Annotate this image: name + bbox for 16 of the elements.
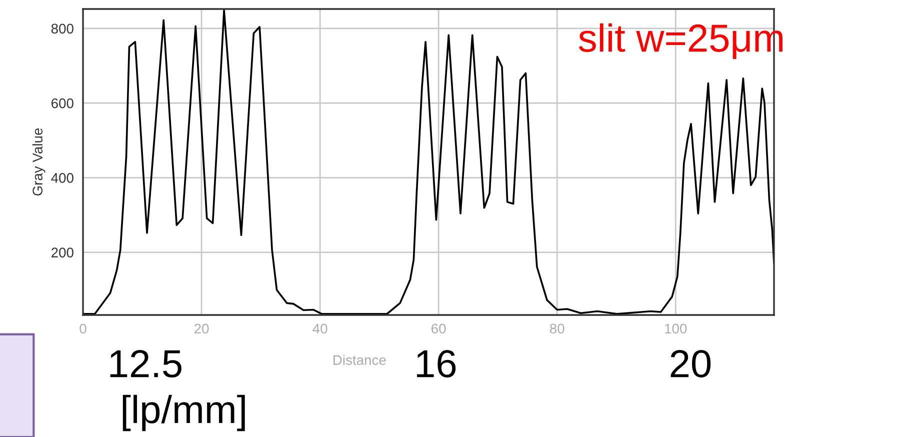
text: 20 [670,350,711,378]
y-tick-label: 800 [51,24,74,34]
x-axis-title: Distance [334,354,386,365]
y-tick-label: 600 [52,98,74,108]
x-tick-label: 60 [432,324,446,334]
x-tick-label: 80 [550,324,564,334]
text: 12.5 [110,350,182,378]
x-tick-label: 20 [194,324,209,334]
x-tick-label: 100 [665,324,687,334]
y-tick-label: 400 [51,173,74,183]
text: 16 [417,350,456,378]
y-axis-title: Gray Value [32,128,46,196]
x-tick-label: 0 [80,324,86,334]
x-tick-label: 40 [312,324,328,334]
text: [lp/mm] [122,394,245,432]
y-tick-label: 200 [52,248,74,258]
